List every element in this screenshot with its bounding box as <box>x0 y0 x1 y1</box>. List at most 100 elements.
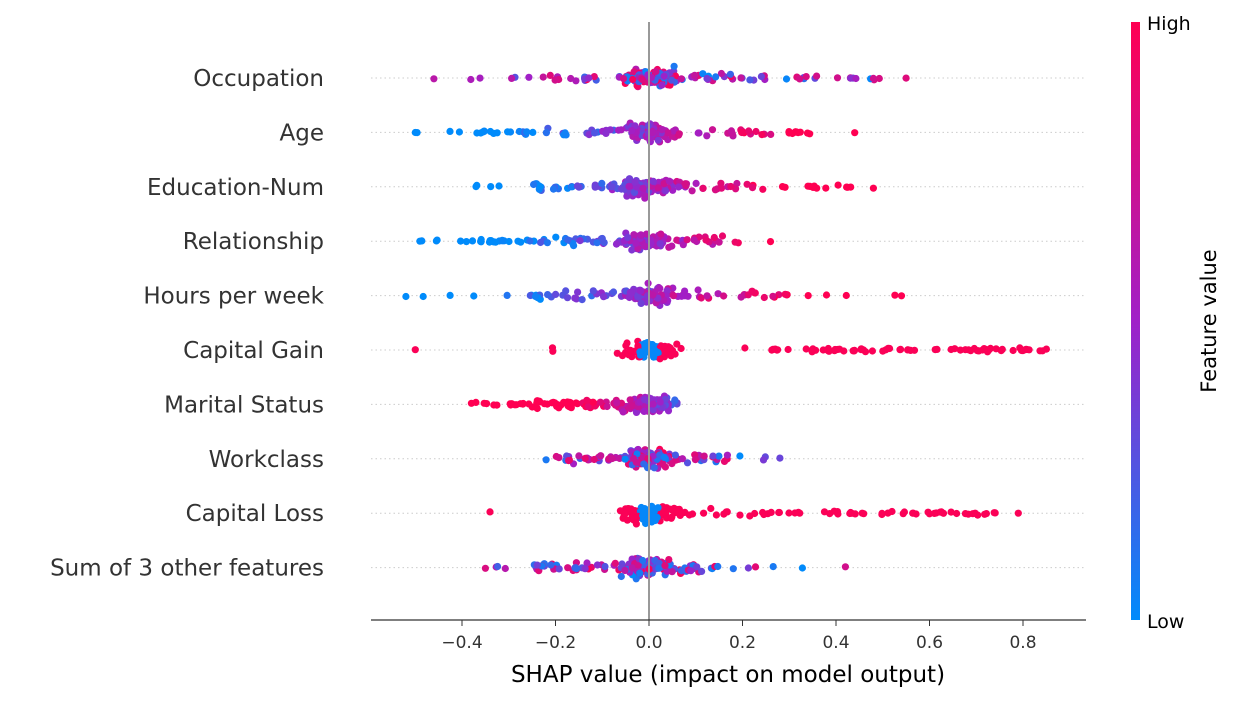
shap-point <box>741 344 749 352</box>
shap-point <box>640 460 648 468</box>
shap-point <box>446 127 454 135</box>
shap-point <box>690 236 698 244</box>
shap-point <box>641 505 649 513</box>
shap-point <box>673 236 681 244</box>
shap-point <box>897 292 906 300</box>
shap-point <box>656 355 664 363</box>
shap-point <box>589 287 597 295</box>
shap-point <box>636 348 644 356</box>
shap-point <box>804 182 812 190</box>
shap-point <box>769 563 777 571</box>
shap-point <box>699 184 707 192</box>
shap-point <box>710 233 718 242</box>
shap-point <box>511 401 519 409</box>
shap-point <box>947 508 955 516</box>
shap-point <box>572 565 581 573</box>
shap-point <box>411 346 419 354</box>
shap-point <box>1020 346 1028 354</box>
colorbar-low-label: Low <box>1147 611 1184 633</box>
shap-point <box>869 74 878 82</box>
shap-point <box>508 74 516 82</box>
shap-point <box>650 464 658 472</box>
shap-point <box>702 236 710 244</box>
shap-point <box>617 572 625 581</box>
shap-point <box>572 77 580 85</box>
shap-point <box>561 129 569 137</box>
shap-point <box>477 129 485 137</box>
shap-point <box>419 292 427 301</box>
shap-point <box>640 407 648 415</box>
shap-point <box>661 348 670 356</box>
shap-point <box>759 185 767 193</box>
shap-point <box>557 401 565 409</box>
shap-point <box>640 342 648 350</box>
shap-point <box>573 182 582 190</box>
feature-label: Education-Num <box>147 175 324 201</box>
shap-point <box>565 457 573 465</box>
shap-point <box>868 347 877 355</box>
shap-point <box>745 127 753 135</box>
shap-point <box>627 290 635 298</box>
shap-point <box>655 564 663 572</box>
shap-point <box>804 292 812 300</box>
shap-point <box>660 453 668 461</box>
shap-point <box>636 569 644 577</box>
shap-point <box>809 345 817 353</box>
shap-point <box>703 74 711 83</box>
feature-label: Marital Status <box>164 392 324 418</box>
shap-point <box>769 292 777 300</box>
shap-point <box>455 128 463 136</box>
shap-point <box>673 340 681 348</box>
shap-point <box>602 129 610 137</box>
shap-point <box>813 72 821 80</box>
shap-point <box>530 180 538 189</box>
shap-point <box>611 559 619 567</box>
shap-point <box>776 454 784 462</box>
shap-point <box>687 567 695 575</box>
shap-point <box>798 564 807 572</box>
shap-point <box>726 70 735 78</box>
shap-point <box>729 565 737 573</box>
shap-point <box>619 75 628 83</box>
shap-point <box>683 236 691 244</box>
shap-point <box>666 344 674 352</box>
shap-point <box>473 181 481 189</box>
colorbar <box>1131 22 1140 620</box>
feature-label: Sum of 3 other features <box>50 556 324 582</box>
shap-point <box>664 129 672 137</box>
shap-point <box>583 559 591 567</box>
shap-point <box>621 509 629 518</box>
shap-point <box>430 75 438 83</box>
shap-point <box>526 237 534 245</box>
shap-point <box>961 509 970 518</box>
shap-point <box>840 347 848 355</box>
shap-point <box>852 74 860 83</box>
shap-points <box>402 62 1050 583</box>
shap-point <box>784 345 792 354</box>
shap-point <box>505 237 513 246</box>
shap-point <box>621 566 629 575</box>
shap-point <box>539 73 547 81</box>
shap-point <box>628 564 636 572</box>
shap-point <box>630 231 638 239</box>
shap-point <box>715 452 723 460</box>
shap-point <box>758 131 766 139</box>
shap-point <box>681 287 689 295</box>
shap-point <box>668 568 676 576</box>
shap-point <box>707 504 715 513</box>
shap-point <box>720 457 729 465</box>
x-tick-label: 0.2 <box>729 633 756 653</box>
shap-point <box>697 294 705 302</box>
shap-point <box>619 408 627 416</box>
shap-point <box>1025 346 1033 354</box>
feature-label: Age <box>280 120 324 146</box>
shap-point <box>897 345 905 353</box>
shap-point <box>806 130 814 138</box>
shap-point <box>654 504 662 512</box>
shap-point <box>759 456 768 464</box>
shap-point <box>498 237 506 245</box>
shap-point <box>679 241 687 249</box>
shap-point <box>830 507 838 515</box>
shap-point <box>665 556 673 564</box>
shap-point <box>504 128 512 136</box>
